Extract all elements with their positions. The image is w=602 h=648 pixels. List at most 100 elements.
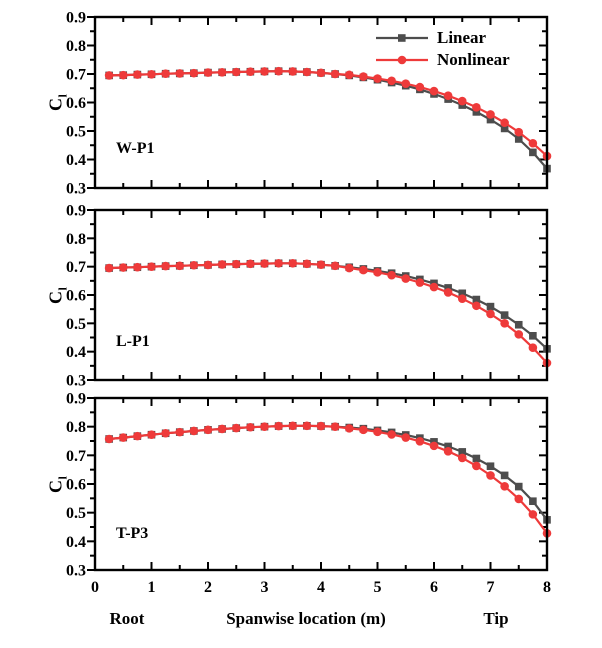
marker-circle [373, 427, 382, 437]
y-tick-label: 0.5 [66, 316, 86, 333]
marker-square [514, 135, 523, 143]
marker-circle [203, 260, 213, 270]
marker-circle [415, 278, 425, 287]
marker-circle [401, 274, 411, 283]
y-tick-label: 0.3 [66, 181, 86, 198]
marker-circle [203, 68, 213, 77]
marker-square [529, 332, 537, 340]
marker-circle [175, 427, 185, 437]
panel-w-p1: 0.3 0.4 0.5 0.6 0.7 0.8 0.9 [66, 10, 552, 198]
marker-square [514, 482, 523, 491]
root-annotation: Root [109, 609, 145, 628]
series-linear [105, 259, 551, 353]
panel-label-l-p1: L-P1 [116, 333, 150, 350]
linear-series-icon [376, 34, 428, 42]
marker-circle [147, 430, 156, 439]
y-tick-label: 0.6 [66, 477, 86, 494]
marker-circle [500, 118, 509, 128]
y-tick-label: 0.7 [66, 259, 86, 276]
marker-circle [472, 103, 481, 112]
y-tick-label: 0.5 [66, 505, 86, 522]
marker-circle [500, 481, 509, 491]
marker-circle [457, 294, 467, 303]
y-tick-label: 0.8 [66, 419, 86, 436]
marker-circle [330, 261, 340, 271]
marker-circle [231, 259, 241, 269]
marker-circle [302, 421, 312, 431]
marker-circle [415, 436, 425, 446]
marker-circle [175, 69, 185, 78]
series-line [107, 262, 549, 350]
panel-l-p1: 0.3 0.4 0.5 0.6 0.7 0.8 0.9 [66, 203, 552, 390]
marker-square [486, 115, 495, 124]
marker-circle [387, 270, 396, 280]
marker-circle [514, 127, 524, 137]
marker-square [486, 302, 495, 311]
marker-circle [217, 260, 227, 269]
y-tick-label: 0.7 [66, 448, 86, 465]
y-tick-label: 0.6 [66, 95, 86, 112]
y-tick-label: 0.4 [66, 152, 86, 169]
legend: Linear Nonlinear [374, 27, 510, 71]
y-axis-title: Cl [45, 286, 70, 304]
y-tick-label: 0.7 [66, 67, 86, 84]
marker-circle [486, 110, 495, 119]
x-tick-label: 6 [430, 579, 438, 596]
marker-circle [175, 261, 185, 271]
marker-circle [514, 494, 524, 504]
marker-circle [217, 67, 227, 77]
marker-square [500, 471, 509, 480]
ticks [87, 209, 548, 381]
marker-circle [443, 447, 453, 456]
marker-square [444, 442, 452, 451]
marker-circle [133, 262, 142, 272]
marker-circle [330, 69, 340, 79]
y-tick-label: 0.3 [66, 563, 86, 580]
marker-circle [500, 319, 509, 328]
marker-circle [104, 434, 114, 444]
y-tick-label: 0.9 [66, 391, 86, 408]
marker-circle [373, 74, 382, 83]
marker-circle [274, 66, 283, 76]
marker-circle [147, 262, 156, 271]
legend-item-nonlinear: Nonlinear [374, 49, 510, 71]
legend-item-linear: Linear [374, 27, 510, 49]
series-nonlinear [104, 421, 552, 538]
marker-circle [415, 82, 425, 92]
marker-circle [118, 263, 128, 272]
marker-circle [443, 91, 453, 100]
panel-frame [93, 208, 549, 382]
y-tick-label: 0.6 [66, 288, 86, 305]
y-tick-label: 0.4 [66, 534, 86, 551]
marker-square [472, 108, 481, 116]
marker-circle [288, 421, 298, 431]
tip-annotation: Tip [483, 609, 509, 628]
x-tick-label: 5 [374, 579, 382, 596]
marker-circle [359, 425, 368, 435]
x-tick-label: 0 [91, 579, 99, 596]
marker-circle [429, 282, 439, 292]
marker-square [444, 284, 452, 292]
marker-circle [133, 70, 142, 79]
series-nonlinear [104, 258, 552, 368]
marker-circle [288, 258, 298, 268]
marker-circle [189, 68, 199, 78]
marker-circle [260, 67, 269, 76]
marker-circle [189, 426, 199, 436]
marker-circle [104, 71, 114, 80]
marker-circle [274, 258, 283, 268]
marker-square [458, 448, 467, 456]
series-linear [105, 422, 551, 524]
marker-circle [316, 68, 326, 78]
marker-circle [528, 343, 538, 353]
marker-circle [472, 461, 481, 471]
y-tick-label: 0.8 [66, 38, 86, 55]
marker-circle [344, 263, 354, 273]
series-line [107, 424, 549, 521]
marker-circle [359, 72, 368, 81]
marker-square [472, 295, 481, 304]
marker-circle [344, 424, 354, 433]
x-tick-label: 3 [261, 579, 269, 596]
y-tick-label: 0.9 [66, 10, 86, 27]
